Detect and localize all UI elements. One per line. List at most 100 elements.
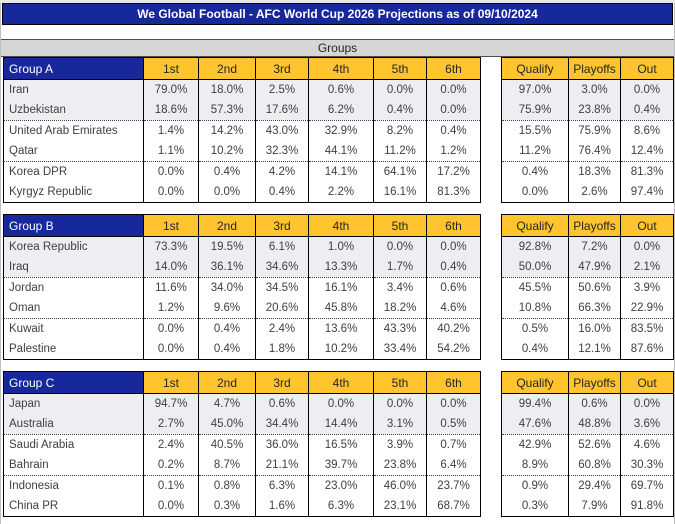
outcome-value-cell[interactable]: 47.6%: [501, 414, 569, 435]
position-value-cell[interactable]: 2.5%: [255, 79, 309, 100]
position-value-cell[interactable]: 18.6%: [143, 100, 199, 121]
outcome-value-cell[interactable]: 81.3%: [620, 161, 674, 182]
team-name-cell[interactable]: Japan: [3, 393, 144, 414]
position-value-cell[interactable]: 14.2%: [198, 120, 256, 141]
position-value-cell[interactable]: 40.2%: [426, 318, 481, 339]
position-value-cell[interactable]: 6.2%: [308, 100, 374, 121]
position-value-cell[interactable]: 36.0%: [255, 434, 309, 455]
position-value-cell[interactable]: 32.9%: [308, 120, 374, 141]
position-value-cell[interactable]: 23.0%: [308, 475, 374, 496]
position-header-cell[interactable]: 4th: [308, 371, 374, 394]
outcome-value-cell[interactable]: 66.3%: [568, 298, 621, 319]
position-header-cell[interactable]: 1st: [143, 57, 199, 80]
position-value-cell[interactable]: 68.7%: [426, 496, 481, 517]
position-value-cell[interactable]: 0.4%: [198, 318, 256, 339]
position-value-cell[interactable]: 4.6%: [426, 298, 481, 319]
outcome-value-cell[interactable]: 10.8%: [501, 298, 569, 319]
team-name-cell[interactable]: Korea DPR: [3, 161, 144, 182]
position-value-cell[interactable]: 43.3%: [373, 318, 427, 339]
team-name-cell[interactable]: Indonesia: [3, 475, 144, 496]
position-value-cell[interactable]: 0.4%: [198, 339, 256, 360]
team-name-cell[interactable]: Korea Republic: [3, 236, 144, 257]
outcome-value-cell[interactable]: 0.4%: [501, 161, 569, 182]
outcome-value-cell[interactable]: 0.9%: [501, 475, 569, 496]
position-value-cell[interactable]: 0.0%: [426, 79, 481, 100]
position-value-cell[interactable]: 34.4%: [255, 414, 309, 435]
position-value-cell[interactable]: 6.3%: [308, 496, 374, 517]
position-value-cell[interactable]: 0.0%: [143, 182, 199, 203]
position-value-cell[interactable]: 34.6%: [255, 257, 309, 278]
outcome-value-cell[interactable]: 50.6%: [568, 277, 621, 298]
group-name-header[interactable]: Group A: [3, 57, 144, 80]
team-name-cell[interactable]: Saudi Arabia: [3, 434, 144, 455]
outcome-value-cell[interactable]: 97.4%: [620, 182, 674, 203]
position-value-cell[interactable]: 14.1%: [308, 161, 374, 182]
position-value-cell[interactable]: 94.7%: [143, 393, 199, 414]
position-header-cell[interactable]: 6th: [426, 57, 481, 80]
position-value-cell[interactable]: 3.9%: [373, 434, 427, 455]
position-value-cell[interactable]: 33.4%: [373, 339, 427, 360]
position-value-cell[interactable]: 0.2%: [143, 455, 199, 476]
position-value-cell[interactable]: 0.0%: [373, 236, 427, 257]
outcome-value-cell[interactable]: 83.5%: [620, 318, 674, 339]
outcome-value-cell[interactable]: 3.9%: [620, 277, 674, 298]
outcome-value-cell[interactable]: 92.8%: [501, 236, 569, 257]
outcome-value-cell[interactable]: 50.0%: [501, 257, 569, 278]
position-header-cell[interactable]: 2nd: [198, 57, 256, 80]
position-value-cell[interactable]: 23.8%: [373, 455, 427, 476]
outcome-value-cell[interactable]: 0.3%: [501, 496, 569, 517]
position-value-cell[interactable]: 3.1%: [373, 414, 427, 435]
outcome-header-cell[interactable]: Qualify: [501, 371, 569, 394]
position-header-cell[interactable]: 4th: [308, 214, 374, 237]
position-value-cell[interactable]: 0.0%: [426, 393, 481, 414]
outcome-value-cell[interactable]: 15.5%: [501, 120, 569, 141]
position-value-cell[interactable]: 8.7%: [198, 455, 256, 476]
position-value-cell[interactable]: 17.6%: [255, 100, 309, 121]
position-value-cell[interactable]: 11.2%: [373, 141, 427, 162]
outcome-value-cell[interactable]: 69.7%: [620, 475, 674, 496]
position-value-cell[interactable]: 0.4%: [426, 120, 481, 141]
position-value-cell[interactable]: 32.3%: [255, 141, 309, 162]
team-name-cell[interactable]: Jordan: [3, 277, 144, 298]
position-value-cell[interactable]: 3.4%: [373, 277, 427, 298]
position-value-cell[interactable]: 1.0%: [308, 236, 374, 257]
outcome-value-cell[interactable]: 4.6%: [620, 434, 674, 455]
position-header-cell[interactable]: 1st: [143, 371, 199, 394]
position-value-cell[interactable]: 0.6%: [426, 277, 481, 298]
position-value-cell[interactable]: 1.1%: [143, 141, 199, 162]
position-value-cell[interactable]: 39.7%: [308, 455, 374, 476]
position-value-cell[interactable]: 40.5%: [198, 434, 256, 455]
position-value-cell[interactable]: 0.0%: [143, 161, 199, 182]
position-value-cell[interactable]: 10.2%: [198, 141, 256, 162]
position-value-cell[interactable]: 2.7%: [143, 414, 199, 435]
outcome-value-cell[interactable]: 0.6%: [568, 393, 621, 414]
outcome-value-cell[interactable]: 42.9%: [501, 434, 569, 455]
position-value-cell[interactable]: 0.6%: [308, 79, 374, 100]
position-value-cell[interactable]: 0.0%: [143, 496, 199, 517]
outcome-value-cell[interactable]: 30.3%: [620, 455, 674, 476]
outcome-value-cell[interactable]: 29.4%: [568, 475, 621, 496]
outcome-value-cell[interactable]: 75.9%: [568, 120, 621, 141]
outcome-value-cell[interactable]: 75.9%: [501, 100, 569, 121]
position-value-cell[interactable]: 1.8%: [255, 339, 309, 360]
position-value-cell[interactable]: 0.7%: [426, 434, 481, 455]
outcome-value-cell[interactable]: 8.9%: [501, 455, 569, 476]
position-value-cell[interactable]: 4.2%: [255, 161, 309, 182]
position-value-cell[interactable]: 9.6%: [198, 298, 256, 319]
position-header-cell[interactable]: 5th: [373, 214, 427, 237]
position-value-cell[interactable]: 0.4%: [198, 161, 256, 182]
position-value-cell[interactable]: 13.3%: [308, 257, 374, 278]
position-value-cell[interactable]: 57.3%: [198, 100, 256, 121]
team-name-cell[interactable]: United Arab Emirates: [3, 120, 144, 141]
outcome-value-cell[interactable]: 99.4%: [501, 393, 569, 414]
position-header-cell[interactable]: 3rd: [255, 214, 309, 237]
outcome-value-cell[interactable]: 16.0%: [568, 318, 621, 339]
position-value-cell[interactable]: 11.6%: [143, 277, 199, 298]
position-value-cell[interactable]: 1.6%: [255, 496, 309, 517]
outcome-value-cell[interactable]: 11.2%: [501, 141, 569, 162]
position-value-cell[interactable]: 34.5%: [255, 277, 309, 298]
position-header-cell[interactable]: 5th: [373, 371, 427, 394]
position-value-cell[interactable]: 1.2%: [143, 298, 199, 319]
outcome-value-cell[interactable]: 12.1%: [568, 339, 621, 360]
position-value-cell[interactable]: 36.1%: [198, 257, 256, 278]
